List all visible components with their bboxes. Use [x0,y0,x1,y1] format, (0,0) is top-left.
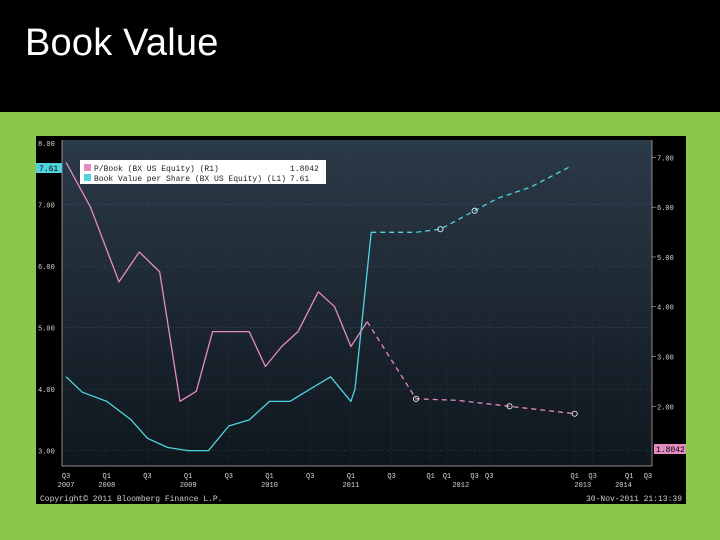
x-tick-label: Q3 [62,473,70,481]
left-tick-label: 4.00 [38,387,55,395]
estimate-marker [506,403,513,410]
footer-copyright: Copyright© 2011 Bloomberg Finance L.P. [40,495,222,504]
x-tick-label: Q1 [265,473,273,481]
x-year-label: 2013 [574,482,591,490]
estimate-marker [471,207,478,214]
left-tick-label: 6.00 [38,264,55,272]
x-tick-label: Q1 [625,473,633,481]
bloomberg-chart: 3.00 4.00 5.00 6.00 7.00 8.00 2.00 3.00 4.00 5.00… [36,140,686,504]
x-tick-label: Q3 [470,473,478,481]
series-layer [65,162,578,452]
left-value-tag: 7.61 [39,165,58,174]
chart-frame: 3.00 4.00 5.00 6.00 7.00 8.00 2.00 3.00 4.00 5.00… [36,136,686,504]
axis-layer: 3.00 4.00 5.00 6.00 7.00 8.00 2.00 3.00 4.00 5.00… [38,140,674,490]
grid-layer [62,140,652,466]
x-tick-label: Q3 [143,473,151,481]
value-tags: 7.61 1.8042 [36,163,686,455]
left-tick-label: 3.00 [38,449,55,457]
right-tick-label: 5.00 [657,255,674,263]
legend-label-pbook: P/Book (BX US Equity) (R1) [94,165,219,174]
x-year-label: 2007 [58,482,75,490]
x-year-label: 2010 [261,482,278,490]
series-line-2 [65,162,368,402]
estimate-marker [437,226,444,233]
legend: P/Book (BX US Equity) (R1) 1.8042 Book V… [80,160,326,184]
legend-swatch-bvps [84,174,91,181]
x-tick-label: Q3 [588,473,596,481]
x-year-label: 2014 [615,482,632,490]
right-tick-label: 4.00 [657,305,674,313]
x-tick-label: Q1 [347,473,355,481]
right-tick-label: 3.00 [657,355,674,363]
estimate-marker [571,410,578,417]
x-tick-label: Q1 [103,473,111,481]
series-line-0 [65,232,372,452]
series-line-3 [366,321,575,415]
legend-label-bvps: Book Value per Share (BX US Equity) (L1) [94,175,286,184]
left-tick-label: 7.00 [38,203,55,211]
x-tick-label: Q1 [443,473,451,481]
right-tick-label: 6.00 [657,205,674,213]
slide-title: Book Value [25,22,219,64]
title-bar: Book Value [0,0,720,112]
legend-value-bvps: 7.61 [290,175,309,184]
right-value-tag-box [654,444,686,454]
left-tick-label: 8.00 [38,141,55,149]
legend-box [80,160,326,184]
estimate-marker [412,395,420,402]
x-tick-label: Q3 [306,473,314,481]
legend-value-pbook: 1.8042 [290,165,319,174]
x-year-label: 2008 [98,482,115,490]
plot-area [62,140,652,466]
x-year-label: 2009 [180,482,197,490]
x-tick-label: Q1 [426,473,434,481]
legend-swatch-pbook [84,164,91,171]
x-tick-label: Q3 [644,473,652,481]
x-tick-label: Q3 [485,473,493,481]
x-tick-label: Q1 [570,473,578,481]
x-year-label: 2012 [452,482,469,490]
footer-timestamp: 30-Nov-2011 21:13:39 [586,495,682,504]
x-tick-label: Q3 [387,473,395,481]
series-line-1 [371,165,571,233]
right-value-tag: 1.8042 [656,446,685,455]
left-tick-label: 5.00 [38,326,55,334]
right-tick-label: 2.00 [657,404,674,412]
x-year-label: 2011 [342,482,359,490]
left-value-tag-box [36,163,62,173]
x-tick-label: Q1 [184,473,192,481]
right-tick-label: 7.00 [657,155,674,163]
x-tick-label: Q3 [225,473,233,481]
